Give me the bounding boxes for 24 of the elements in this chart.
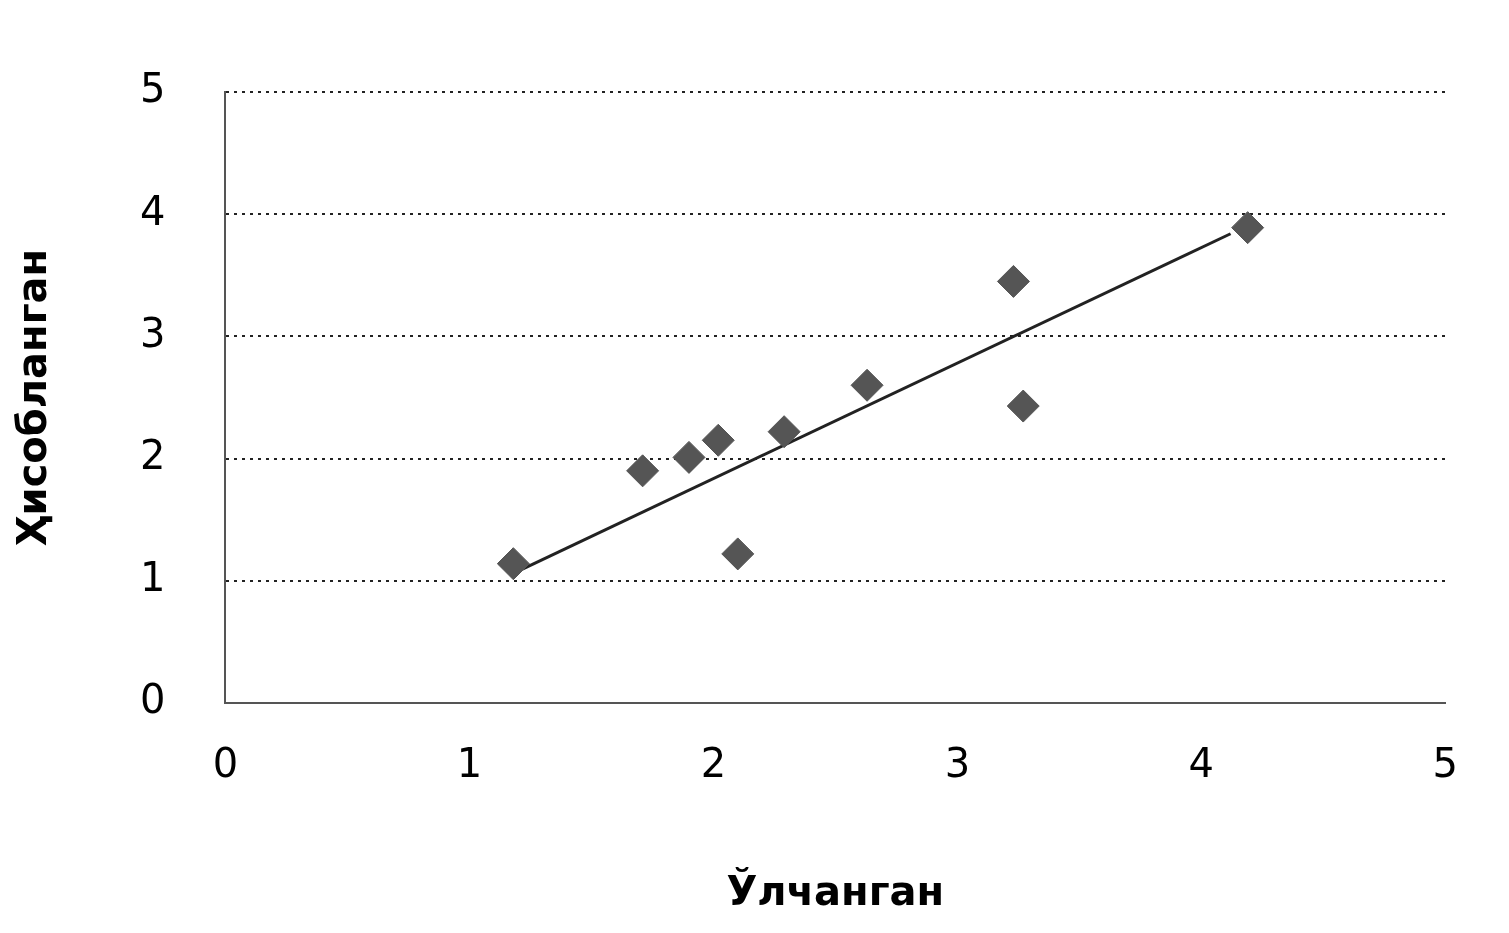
x-tick-label: 5 [1432, 740, 1458, 787]
x-tick-label: 3 [944, 740, 971, 787]
x-tick-label: 4 [1188, 740, 1215, 787]
x-tick-label: 2 [700, 740, 727, 787]
x-tick-label: 0 [212, 740, 239, 787]
point [1006, 389, 1040, 423]
y-tick-label: 1 [140, 554, 166, 601]
point [701, 423, 735, 457]
y-axis-title: Ҳисобланган [9, 248, 56, 547]
y-tick-label: 3 [140, 309, 166, 356]
y-tick-label: 2 [140, 431, 166, 478]
y-tick-label: 4 [140, 187, 166, 234]
point [996, 264, 1030, 298]
point [496, 547, 530, 581]
point [767, 415, 801, 449]
point [626, 454, 660, 488]
point [1231, 211, 1265, 245]
point [721, 537, 755, 571]
y-tick-label: 0 [140, 676, 166, 723]
x-tick-label: 1 [456, 740, 483, 787]
point [672, 440, 706, 474]
point [850, 368, 884, 402]
x-axis-title: Ўлчанган [726, 867, 945, 915]
y-tick-label: 5 [140, 65, 166, 112]
